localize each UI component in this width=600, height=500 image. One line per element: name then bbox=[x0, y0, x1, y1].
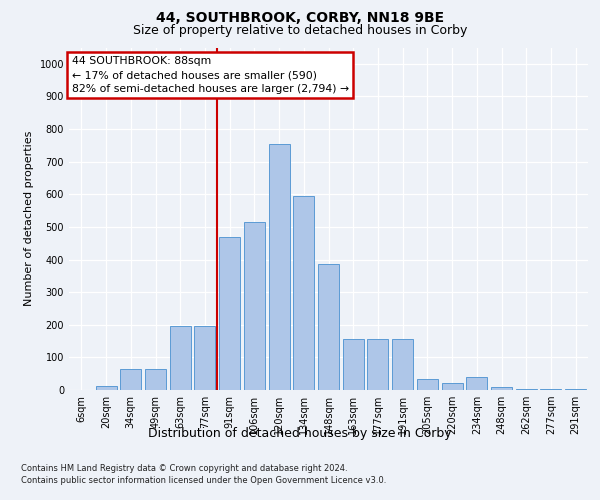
Text: Contains HM Land Registry data © Crown copyright and database right 2024.: Contains HM Land Registry data © Crown c… bbox=[21, 464, 347, 473]
Bar bbox=[194, 326, 215, 390]
Bar bbox=[269, 144, 290, 390]
Bar bbox=[516, 389, 537, 390]
Bar bbox=[170, 326, 191, 390]
Bar bbox=[120, 369, 141, 390]
Text: 44, SOUTHBROOK, CORBY, NN18 9BE: 44, SOUTHBROOK, CORBY, NN18 9BE bbox=[156, 12, 444, 26]
Text: Distribution of detached houses by size in Corby: Distribution of detached houses by size … bbox=[148, 428, 452, 440]
Text: Contains public sector information licensed under the Open Government Licence v3: Contains public sector information licen… bbox=[21, 476, 386, 485]
Bar bbox=[145, 369, 166, 390]
Bar bbox=[293, 196, 314, 390]
Bar bbox=[367, 340, 388, 390]
Bar bbox=[95, 386, 116, 390]
Bar bbox=[318, 264, 339, 390]
Y-axis label: Number of detached properties: Number of detached properties bbox=[24, 131, 34, 306]
Bar bbox=[491, 386, 512, 390]
Text: 44 SOUTHBROOK: 88sqm
← 17% of detached houses are smaller (590)
82% of semi-deta: 44 SOUTHBROOK: 88sqm ← 17% of detached h… bbox=[71, 56, 349, 94]
Bar bbox=[219, 236, 240, 390]
Bar bbox=[392, 340, 413, 390]
Bar bbox=[343, 340, 364, 390]
Bar bbox=[417, 378, 438, 390]
Bar bbox=[466, 377, 487, 390]
Text: Size of property relative to detached houses in Corby: Size of property relative to detached ho… bbox=[133, 24, 467, 37]
Bar bbox=[244, 222, 265, 390]
Bar bbox=[442, 383, 463, 390]
